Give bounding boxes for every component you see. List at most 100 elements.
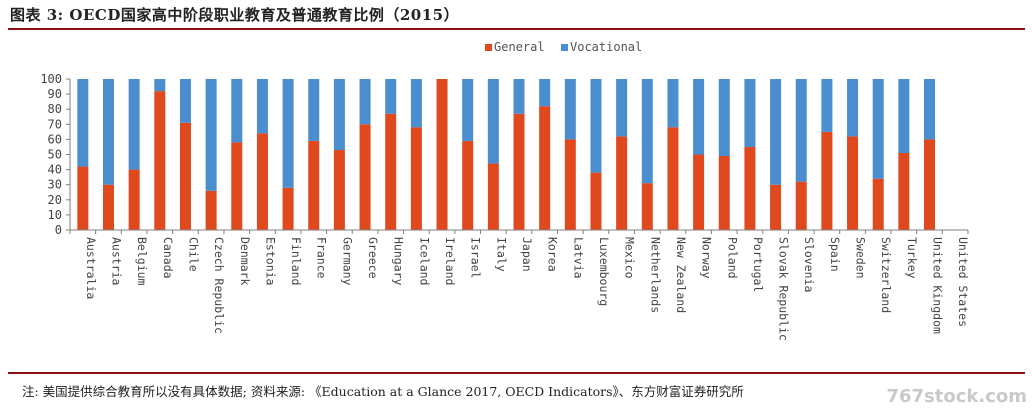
bar-general — [821, 131, 833, 230]
y-tick-label: 100 — [40, 72, 62, 86]
bar-vocational — [154, 79, 166, 92]
y-tick-label: 10 — [48, 208, 62, 222]
x-tick-label: Denmark — [238, 237, 252, 286]
x-tick-label: Italy — [494, 237, 508, 272]
x-tick-label: Ireland — [443, 237, 457, 285]
x-tick-label: United States — [956, 237, 970, 327]
bar-vocational — [667, 79, 679, 128]
y-tick-label: 30 — [48, 178, 62, 192]
bar-general — [667, 127, 679, 230]
bar-vocational — [590, 79, 602, 173]
legend-label-vocational: Vocational — [570, 40, 642, 54]
bar-vocational — [462, 79, 474, 141]
bar-general — [308, 140, 320, 230]
bar-vocational — [795, 79, 807, 182]
bar-general — [693, 154, 705, 230]
bar-vocational — [77, 79, 89, 167]
legend: General Vocational — [485, 40, 642, 54]
bar-general — [539, 106, 551, 230]
bar-general — [154, 91, 166, 230]
bar-vocational — [205, 79, 217, 191]
y-tick-label: 60 — [48, 132, 62, 146]
bar-vocational — [898, 79, 910, 153]
bar-vocational — [564, 79, 576, 140]
bar-general — [333, 149, 345, 230]
bar-vocational — [333, 79, 345, 150]
bar-general — [205, 190, 217, 230]
x-tick-label: Sweden — [854, 237, 868, 279]
x-tick-label: Hungary — [392, 237, 406, 286]
x-tick-label: Estonia — [263, 237, 277, 285]
bar-general — [898, 152, 910, 230]
bar-vocational — [924, 79, 936, 140]
y-tick-label: 80 — [48, 102, 62, 116]
x-tick-label: Poland — [725, 237, 739, 279]
bar-vocational — [616, 79, 628, 137]
bar-vocational — [821, 79, 833, 132]
bar-vocational — [385, 79, 397, 114]
x-tick-label: Canada — [161, 237, 175, 279]
top-divider — [8, 28, 1025, 30]
x-tick-label: Netherlands — [648, 237, 662, 313]
bar-general — [359, 124, 371, 230]
y-tick-label: 20 — [48, 193, 62, 207]
x-tick-label: Slovak Republic — [777, 237, 791, 341]
x-tick-label: Norway — [700, 237, 714, 279]
bar-general — [744, 146, 756, 230]
bar-general — [590, 172, 602, 230]
bar-vocational — [282, 79, 294, 188]
bar-vocational — [539, 79, 551, 107]
bar-general — [795, 181, 807, 230]
x-tick-label: Portugal — [751, 237, 765, 292]
bar-vocational — [231, 79, 243, 143]
bar-general — [718, 156, 730, 230]
x-tick-label: Belgium — [135, 237, 149, 286]
y-tick-label: 0 — [55, 223, 62, 237]
y-tick-label: 40 — [48, 163, 62, 177]
bar-vocational — [744, 79, 756, 147]
bars-group — [77, 79, 936, 230]
legend-swatch-general — [485, 44, 492, 51]
x-tick-label: Turkey — [905, 237, 919, 279]
bar-general — [770, 184, 782, 230]
bar-general — [641, 183, 653, 230]
x-tick-label: Japan — [520, 237, 534, 272]
bar-general — [924, 139, 936, 230]
bar-vocational — [770, 79, 782, 185]
bar-vocational — [693, 79, 705, 155]
x-tick-label: Spain — [828, 237, 842, 272]
bar-general — [77, 166, 89, 230]
bar-general — [102, 184, 114, 230]
x-tick-label: Switzerland — [879, 237, 893, 313]
x-tick-label: New Zealand — [674, 237, 688, 313]
bar-vocational — [641, 79, 653, 184]
x-tick-label: Latvia — [571, 237, 585, 279]
x-tick-label: Mexico — [623, 237, 637, 279]
y-tick-label: 50 — [48, 148, 62, 162]
x-tick-label: Korea — [546, 237, 560, 272]
bar-vocational — [102, 79, 114, 185]
bar-vocational — [513, 79, 525, 114]
bar-general — [847, 136, 859, 230]
bar-vocational — [847, 79, 859, 137]
bar-vocational — [872, 79, 884, 179]
bar-general — [231, 142, 243, 230]
bar-general — [179, 122, 191, 230]
bar-vocational — [308, 79, 320, 141]
bar-vocational — [256, 79, 268, 134]
bar-general — [564, 139, 576, 230]
bar-general — [128, 169, 140, 230]
x-tick-label: Iceland — [417, 237, 431, 285]
legend-swatch-vocational — [561, 44, 568, 51]
bar-general — [872, 178, 884, 230]
bar-vocational — [359, 79, 371, 125]
bar-general — [256, 133, 268, 230]
bottom-divider — [8, 372, 1025, 374]
x-tick-label: Greece — [366, 237, 380, 279]
bar-general — [616, 136, 628, 230]
x-axis: Australia Austria Belgium Canada Chile Czech … — [69, 229, 970, 341]
source-note: 注: 美国提供综合教育所以没有具体数据; 资料来源: 《Education at… — [22, 384, 744, 399]
watermark: 767stock.com — [886, 386, 1027, 407]
